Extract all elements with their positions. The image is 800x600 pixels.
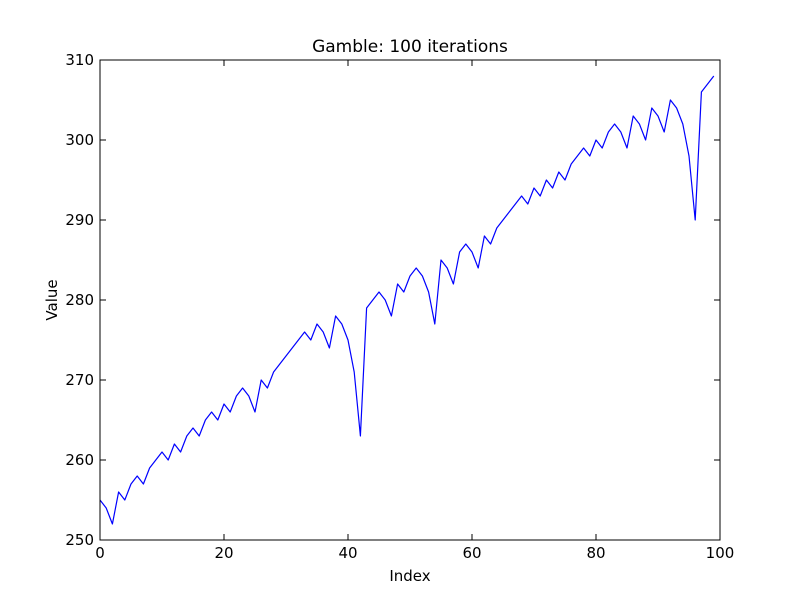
y-tick-label: 260	[65, 451, 94, 469]
x-tick-label: 60	[462, 544, 481, 562]
plot-frame	[99, 59, 721, 541]
x-axis-label: Index	[389, 567, 430, 585]
x-tick-label: 20	[214, 544, 233, 562]
y-tick-label: 250	[65, 531, 94, 549]
y-axis: 250 260 270 280 290 300 310	[65, 51, 720, 549]
y-tick-label: 290	[65, 211, 94, 229]
y-axis-label: Value	[43, 279, 61, 320]
x-tick-label: 40	[338, 544, 357, 562]
x-tick-label: 0	[95, 544, 105, 562]
chart-title: Gamble: 100 iterations	[312, 37, 508, 57]
y-tick-label: 310	[65, 51, 94, 69]
plot-area	[99, 59, 721, 541]
x-tick-label: 80	[586, 544, 605, 562]
y-tick-label: 300	[65, 131, 94, 149]
y-tick-label: 270	[65, 371, 94, 389]
y-tick-label: 280	[65, 291, 94, 309]
x-tick-label: 100	[706, 544, 735, 562]
series-line-0	[99, 75, 715, 525]
x-axis: 0 20 40 60 80 100	[95, 60, 734, 562]
